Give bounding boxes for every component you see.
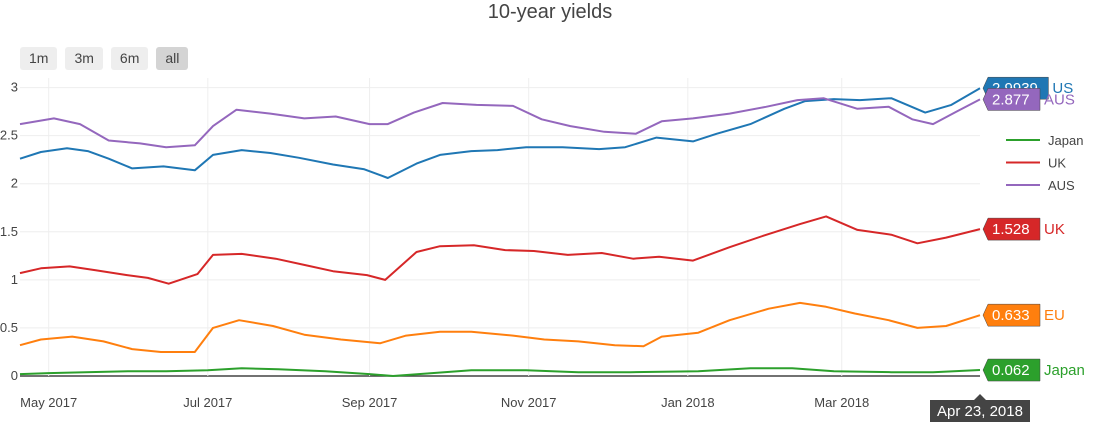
y-tick-label: 2.5 bbox=[0, 128, 18, 143]
value-tag-uk bbox=[982, 217, 1041, 241]
range-button-3m[interactable]: 3m bbox=[65, 47, 103, 70]
legend-item-uk[interactable]: UK bbox=[1006, 156, 1066, 171]
value-tag-name-eu: EU bbox=[1044, 307, 1065, 324]
range-selector: 1m 3m 6m all bbox=[20, 47, 189, 70]
range-button-1m[interactable]: 1m bbox=[20, 47, 58, 70]
y-axis-ticks: 0 0.5 1 1.5 2 2.5 3 bbox=[0, 80, 18, 383]
x-tick-label: May 2017 bbox=[20, 395, 77, 410]
x-tick-label: Nov 2017 bbox=[501, 395, 557, 410]
series-line-us bbox=[19, 87, 981, 179]
hover-label-text: Apr 23, 2018 bbox=[937, 403, 1023, 420]
x-hover-label: Apr 23, 2018 bbox=[930, 394, 1030, 422]
chart-grid bbox=[20, 78, 980, 377]
y-tick-label: 0 bbox=[11, 368, 18, 383]
x-tick-label: Sep 2017 bbox=[342, 395, 398, 410]
range-button-all[interactable]: all bbox=[156, 47, 189, 70]
value-tag-name-japan: Japan bbox=[1044, 362, 1085, 379]
value-tag-japan bbox=[982, 358, 1041, 382]
legend-item-japan[interactable]: Japan bbox=[1006, 133, 1083, 148]
legend-label: Japan bbox=[1048, 133, 1083, 148]
series-line-eu bbox=[19, 301, 981, 353]
series-line-uk bbox=[19, 215, 981, 285]
x-tick-label: Jul 2017 bbox=[183, 395, 232, 410]
hover-label-box bbox=[930, 394, 1030, 422]
value-tag-label-aus: 2.877 bbox=[992, 91, 1030, 108]
value-tag-aus bbox=[982, 88, 1041, 111]
legend-label: AUS bbox=[1048, 178, 1075, 193]
value-tag-eu bbox=[982, 303, 1041, 327]
value-tag-label-uk: 1.528 bbox=[992, 221, 1030, 238]
y-tick-label: 2 bbox=[11, 176, 18, 191]
value-tag-label-japan: 0.062 bbox=[992, 362, 1030, 379]
legend-label: UK bbox=[1048, 156, 1066, 171]
series-line-aus bbox=[19, 97, 981, 149]
value-tag-label-eu: 0.633 bbox=[992, 307, 1030, 324]
value-tag-name-aus: AUS bbox=[1044, 91, 1075, 108]
x-axis-ticks: May 2017 Jul 2017 Sep 2017 Nov 2017 Jan 2018… bbox=[20, 395, 869, 410]
value-tag-name-uk: UK bbox=[1044, 221, 1065, 238]
chart-legend[interactable]: Japan UK AUS bbox=[1006, 133, 1083, 193]
value-tag-name-us: US bbox=[1052, 80, 1073, 97]
y-tick-label: 1 bbox=[11, 272, 18, 287]
y-tick-label: 3 bbox=[11, 80, 18, 95]
legend-item-aus[interactable]: AUS bbox=[1006, 178, 1075, 193]
chart-lines bbox=[19, 87, 981, 377]
series-line-japan bbox=[19, 367, 981, 377]
chart-title: 10-year yields bbox=[487, 1, 613, 23]
range-button-6m[interactable]: 6m bbox=[110, 47, 149, 70]
y-tick-label: 0.5 bbox=[0, 320, 18, 335]
x-tick-label: Mar 2018 bbox=[814, 395, 869, 410]
y-tick-label: 1.5 bbox=[0, 224, 18, 239]
x-tick-label: Jan 2018 bbox=[661, 395, 715, 410]
